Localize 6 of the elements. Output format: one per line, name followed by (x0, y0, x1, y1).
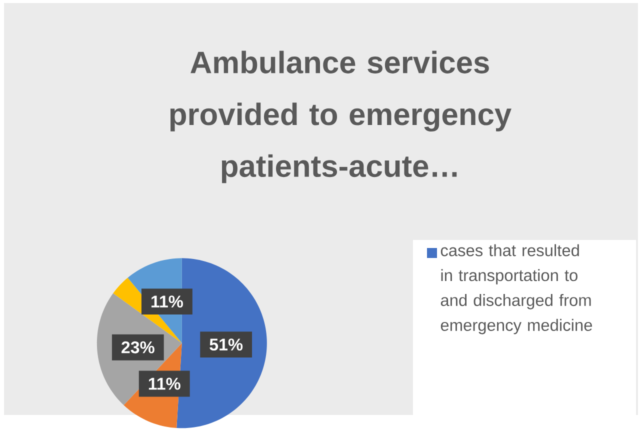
data-label: 23% (122, 341, 154, 354)
data-label: 11% (152, 296, 183, 308)
data-label: 51% (210, 338, 243, 351)
data-label: 11% (148, 378, 180, 390)
chart-title: Ambulance services provided to emergency patients-acute… (170, 50, 512, 184)
legend-label: cases that resulted in transportation to and discharged from emergency medicine (440, 244, 592, 334)
